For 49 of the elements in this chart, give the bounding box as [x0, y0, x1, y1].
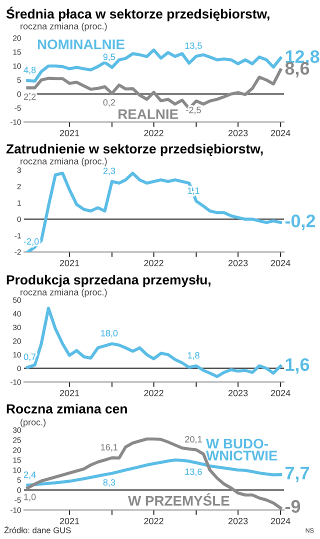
data-label: 7,7 [285, 466, 310, 482]
data-label: 1,8 [188, 352, 200, 360]
data-label: -9 [285, 500, 300, 513]
data-label: 4,8 [24, 66, 36, 74]
chart-title: Roczna zmiana cen [6, 404, 127, 414]
x-tick-label: 2021 [60, 260, 80, 266]
data-label: 0,2 [103, 99, 116, 107]
x-tick-label: 2024 [270, 390, 290, 396]
x-tick-label: 2021 [60, 130, 80, 136]
data-label: 2,4 [24, 471, 36, 479]
line-series [26, 437, 282, 510]
x-tick-label: 2023 [228, 260, 248, 266]
data-label: 18,0 [101, 330, 118, 338]
data-label: 9,5 [103, 54, 116, 62]
chart-title: Zatrudnienie w sektorze przedsiębiorstw, [6, 144, 263, 156]
x-tick-label: 2022 [144, 130, 164, 136]
x-tick-label: 2022 [144, 390, 164, 396]
chart-title: Produkcja sprzedana przemysłu, [6, 274, 210, 288]
chart-subtitle: roczna zmiana (proc.) [20, 22, 107, 32]
series-label: REALNIE [118, 109, 178, 119]
x-tick-label: 2021 [60, 390, 80, 396]
data-label: 2,3 [103, 168, 116, 176]
chart-subtitle: roczna zmiana (proc.) [20, 288, 107, 298]
series-label: NOMINALNIE [38, 39, 124, 50]
series-label: W BUDO- WNICTWIE [206, 438, 278, 460]
data-label: 13,6 [185, 468, 202, 476]
data-label: 1,0 [24, 494, 36, 502]
data-label: 16,1 [101, 444, 118, 452]
x-tick-label: 2023 [228, 518, 248, 524]
data-label: -0,2 [285, 214, 316, 230]
x-tick-label: 2024 [270, 518, 290, 524]
text: Źródło: dane GUS [4, 526, 71, 534]
series-label: W PRZEMYŚLE [128, 493, 230, 506]
x-tick-label: 2021 [60, 518, 80, 524]
data-label: 8,3 [103, 479, 116, 487]
data-label: 13,5 [185, 42, 202, 50]
x-tick-label: 2024 [270, 260, 290, 266]
x-tick-label: 2023 [228, 390, 248, 396]
data-label: 0,7 [24, 354, 36, 362]
x-tick-label: 2022 [144, 518, 164, 524]
x-tick-label: 2023 [228, 130, 248, 136]
x-tick-label: 2024 [270, 130, 290, 136]
chart-title: Średnia płaca w sektorze przedsiębiorstw, [6, 6, 270, 22]
data-label: 2,2 [24, 94, 36, 102]
data-label: 1,6 [286, 358, 310, 374]
chart-subtitle: (proc.) [20, 418, 46, 428]
data-label: 20,1 [185, 436, 202, 444]
chart-subtitle: roczna zmiana (proc.) [20, 158, 107, 166]
x-tick-label: 2022 [144, 260, 164, 266]
